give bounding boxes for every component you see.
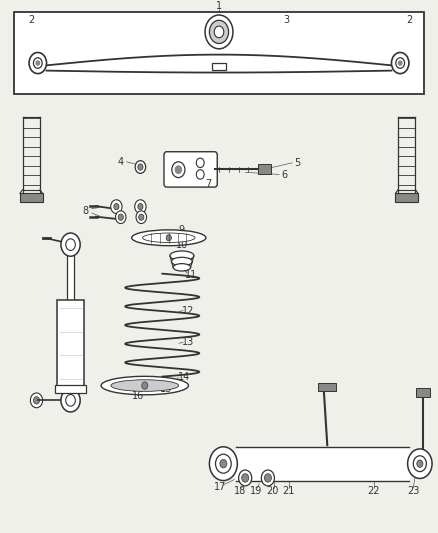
Circle shape xyxy=(33,58,42,68)
Ellipse shape xyxy=(111,379,179,391)
Text: 2: 2 xyxy=(28,15,34,25)
Bar xyxy=(318,383,336,391)
Circle shape xyxy=(135,200,146,214)
Circle shape xyxy=(220,459,227,468)
Bar xyxy=(14,12,424,94)
Text: 10: 10 xyxy=(176,240,188,249)
Circle shape xyxy=(396,58,405,68)
Text: 9: 9 xyxy=(179,225,185,236)
Circle shape xyxy=(139,214,144,220)
Circle shape xyxy=(166,235,171,241)
Circle shape xyxy=(172,161,185,177)
Text: 3: 3 xyxy=(284,15,290,25)
Circle shape xyxy=(209,447,237,481)
Circle shape xyxy=(196,169,204,179)
Circle shape xyxy=(136,211,147,223)
Circle shape xyxy=(175,166,181,173)
Circle shape xyxy=(33,397,39,404)
Text: 23: 23 xyxy=(407,486,420,496)
Circle shape xyxy=(399,61,402,65)
Text: 7: 7 xyxy=(205,179,211,189)
Text: 1: 1 xyxy=(216,1,222,11)
Ellipse shape xyxy=(171,257,192,266)
Text: 8: 8 xyxy=(83,206,89,216)
Circle shape xyxy=(408,449,432,479)
Circle shape xyxy=(116,211,126,223)
Circle shape xyxy=(61,389,80,412)
Circle shape xyxy=(209,20,229,44)
Circle shape xyxy=(138,164,143,170)
Circle shape xyxy=(36,61,39,65)
Circle shape xyxy=(138,204,143,210)
Circle shape xyxy=(196,158,204,167)
Ellipse shape xyxy=(143,233,195,243)
Circle shape xyxy=(118,214,124,220)
Text: 18: 18 xyxy=(234,486,246,496)
Bar xyxy=(396,193,418,203)
Text: 11: 11 xyxy=(184,270,197,280)
Circle shape xyxy=(413,456,426,472)
Bar xyxy=(67,256,74,303)
Circle shape xyxy=(30,393,42,408)
Text: 5: 5 xyxy=(294,158,301,168)
Text: 13: 13 xyxy=(182,337,194,348)
Bar xyxy=(20,193,42,203)
Circle shape xyxy=(265,474,272,482)
Text: 15: 15 xyxy=(160,384,173,394)
Text: 12: 12 xyxy=(182,305,194,316)
Circle shape xyxy=(66,239,75,251)
Bar xyxy=(55,385,86,393)
Circle shape xyxy=(214,26,224,38)
Text: 6: 6 xyxy=(282,171,288,181)
Text: 19: 19 xyxy=(250,486,262,496)
Text: 20: 20 xyxy=(266,486,279,496)
Bar xyxy=(57,300,84,387)
Text: 22: 22 xyxy=(368,486,380,496)
Ellipse shape xyxy=(132,230,206,246)
Circle shape xyxy=(61,233,80,256)
FancyBboxPatch shape xyxy=(164,152,217,187)
Circle shape xyxy=(205,15,233,49)
Circle shape xyxy=(215,454,231,473)
Circle shape xyxy=(66,394,75,406)
Text: 17: 17 xyxy=(214,482,226,492)
Ellipse shape xyxy=(170,251,194,261)
Circle shape xyxy=(242,474,249,482)
Circle shape xyxy=(239,470,252,486)
Circle shape xyxy=(261,470,275,486)
Circle shape xyxy=(142,382,148,389)
Ellipse shape xyxy=(101,376,188,395)
Circle shape xyxy=(392,52,409,74)
Text: 21: 21 xyxy=(283,486,295,496)
Circle shape xyxy=(135,161,146,173)
Ellipse shape xyxy=(173,264,191,271)
Text: 14: 14 xyxy=(178,372,190,382)
Bar xyxy=(416,388,430,397)
Text: 16: 16 xyxy=(132,391,145,401)
Circle shape xyxy=(111,200,122,214)
Text: 4: 4 xyxy=(118,157,124,167)
Text: 2: 2 xyxy=(406,15,412,25)
Bar xyxy=(258,164,272,174)
Circle shape xyxy=(114,204,119,210)
Bar xyxy=(212,62,226,70)
Circle shape xyxy=(417,460,423,467)
Circle shape xyxy=(29,52,46,74)
